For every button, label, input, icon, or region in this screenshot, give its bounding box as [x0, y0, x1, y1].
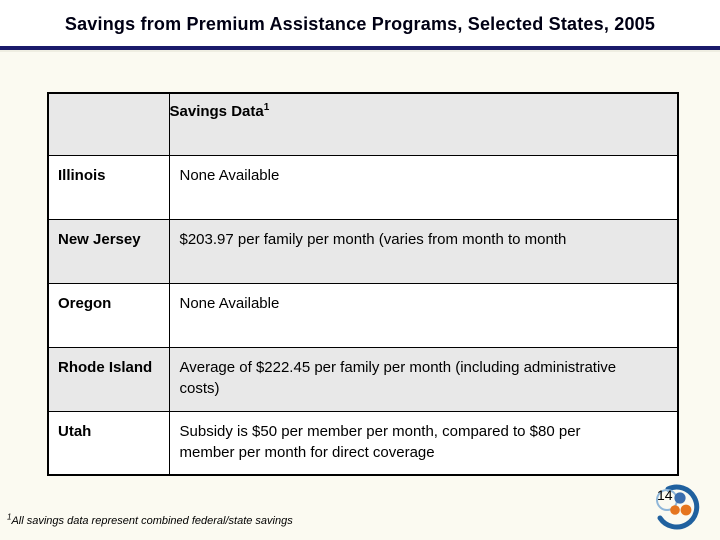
- logo-orange-dot-left: [670, 505, 680, 515]
- savings-cell: Average of $222.45 per family per month …: [168, 346, 679, 412]
- title-divider: [0, 46, 720, 50]
- table-row: Oregon None Available: [47, 282, 679, 348]
- table-header-row: Savings Data1: [47, 92, 679, 156]
- footnote-text: All savings data represent combined fede…: [11, 515, 293, 527]
- table-row: New Jersey $203.97 per family per month …: [47, 218, 679, 284]
- state-cell: Oregon: [47, 282, 170, 348]
- footnote-marker: 1: [7, 512, 12, 522]
- state-cell: Utah: [47, 410, 170, 476]
- state-cell: New Jersey: [47, 218, 170, 284]
- header-state-cell: [47, 92, 170, 156]
- table-row: Utah Subsidy is $50 per member per month…: [47, 410, 679, 476]
- logo-blue-dot: [674, 492, 686, 504]
- savings-cell: None Available: [168, 154, 679, 220]
- org-logo-icon: [656, 484, 700, 530]
- header-footnote-marker: 1: [263, 102, 270, 113]
- state-cell: Rhode Island: [47, 346, 170, 412]
- header-savings-data-cell: Savings Data1: [168, 92, 679, 156]
- slide-title: Savings from Premium Assistance Programs…: [64, 14, 656, 34]
- logo-swoosh-arc: [657, 484, 700, 530]
- footnote: 1All savings data represent combined fed…: [7, 512, 293, 527]
- page-number: 14: [657, 487, 673, 503]
- title-bar: Savings from Premium Assistance Programs…: [0, 0, 720, 46]
- savings-table: Savings Data1 Illinois None Available Ne…: [47, 92, 679, 476]
- title-divider-shadow: [0, 50, 720, 52]
- savings-cell: None Available: [168, 282, 679, 348]
- logo-orange-dot-right: [680, 504, 692, 516]
- savings-table-body: Illinois None Available New Jersey $203.…: [47, 154, 679, 476]
- state-cell: Illinois: [47, 154, 170, 220]
- savings-cell: $203.97 per family per month (varies fro…: [168, 218, 679, 284]
- slide-corner: 14: [653, 483, 707, 537]
- header-savings-data-label: Savings Data: [169, 103, 264, 120]
- table-row: Rhode Island Average of $222.45 per fami…: [47, 346, 679, 412]
- savings-cell: Subsidy is $50 per member per month, com…: [168, 410, 679, 476]
- table-row: Illinois None Available: [47, 154, 679, 220]
